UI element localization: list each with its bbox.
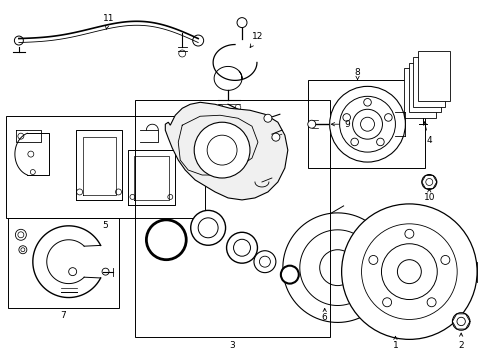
Circle shape [191,210,225,245]
Circle shape [342,204,477,339]
Text: 5: 5 [103,221,108,230]
Bar [8,218,120,307]
Bar [135,100,330,337]
Circle shape [330,86,405,162]
Bar [404,68,436,118]
Text: 11: 11 [103,14,114,29]
Circle shape [452,313,470,330]
Text: 8: 8 [355,68,361,80]
Circle shape [281,266,299,284]
Bar [308,80,425,168]
Text: 2: 2 [458,333,464,350]
Circle shape [272,133,280,141]
Text: 3: 3 [229,341,235,350]
Circle shape [194,122,250,178]
Polygon shape [165,102,288,200]
Bar [414,57,445,107]
Text: 7: 7 [60,311,66,320]
Circle shape [264,114,272,122]
Text: 12: 12 [250,32,264,48]
Bar [409,63,441,112]
Circle shape [308,120,316,128]
Circle shape [226,232,257,263]
Circle shape [254,251,276,273]
Bar [418,51,450,101]
Text: 10: 10 [423,189,435,202]
Text: 4: 4 [423,122,432,145]
Text: 6: 6 [322,309,328,322]
Text: 1: 1 [392,336,398,350]
Bar [6,116,205,218]
Text: 9: 9 [331,120,350,129]
